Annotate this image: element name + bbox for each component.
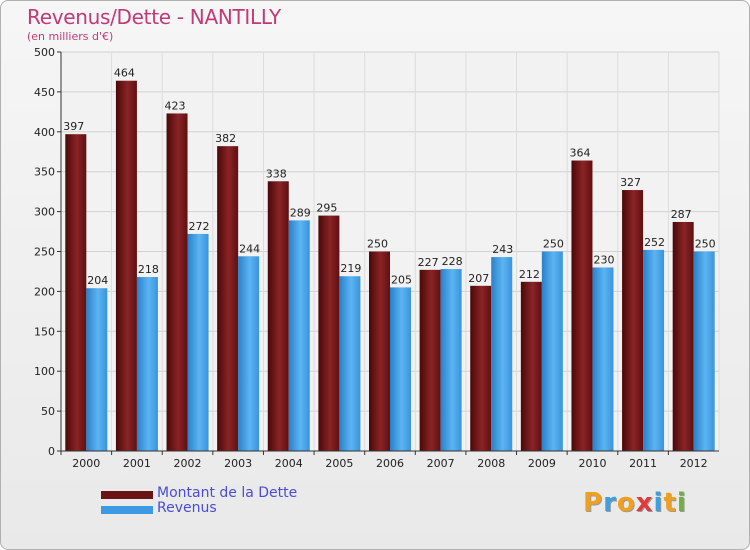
data-label: 218 [138,263,159,276]
data-label: 212 [519,268,540,281]
data-label: 382 [215,132,236,145]
data-label: 250 [695,238,716,251]
bar-revenus [390,287,411,451]
x-tick-label: 2003 [224,457,252,470]
data-label: 250 [367,238,388,251]
bar-dette [267,181,289,451]
bar-dette [520,281,542,451]
data-label: 219 [340,262,361,275]
x-tick-label: 2008 [477,457,505,470]
bar-revenus [440,269,462,451]
bar-dette [318,215,340,451]
bar-revenus [592,267,614,451]
bar-revenus [136,277,158,451]
chart-subtitle: (en milliers d'€) [27,30,114,43]
bar-dette [369,251,390,451]
data-label: 272 [189,220,210,233]
y-tick-label: 200 [34,285,55,298]
data-label: 228 [442,255,463,268]
bar-dette [571,160,593,451]
data-label: 364 [569,147,590,160]
y-tick-label: 450 [34,86,55,99]
y-tick-label: 250 [34,246,55,259]
bar-revenus [643,249,665,451]
logo-letter: i [653,488,664,518]
logo-letter: i [676,488,687,518]
bar-revenus [187,233,209,451]
data-label: 327 [620,176,641,189]
x-tick-label: 2009 [528,457,556,470]
y-tick-label: 100 [34,365,55,378]
bar-dette [622,190,644,451]
data-label: 464 [114,67,135,80]
data-label: 423 [165,99,186,112]
bar-dette [217,146,239,451]
legend-label-dette: Montant de la Dette [157,485,298,501]
y-tick-label: 300 [34,206,55,219]
data-label: 338 [266,167,287,180]
data-label: 250 [543,238,564,251]
x-tick-label: 2012 [680,457,708,470]
x-tick-label: 2011 [629,457,657,470]
data-label: 295 [316,202,337,215]
legend-swatch-dette [101,491,153,499]
legend-swatch-revenus [101,506,153,514]
y-tick-label: 50 [41,405,55,418]
chart-title: Revenus/Dette - NANTILLY [27,5,281,29]
bar-revenus [238,256,260,451]
proxiti-logo: Proxiti [583,488,687,518]
bar-dette [166,113,188,452]
logo-letter: x [635,488,654,518]
bar-revenus [339,276,361,451]
data-label: 252 [644,236,665,249]
data-label: 207 [468,272,489,285]
bar-dette [470,285,492,451]
y-tick-label: 350 [34,166,55,179]
bar-revenus [541,251,563,451]
y-tick-label: 500 [34,46,55,59]
logo-letter: t [663,488,677,518]
x-tick-label: 2007 [427,457,455,470]
logo-letter: r [603,488,617,518]
data-label: 244 [239,242,260,255]
y-tick-label: 0 [48,445,55,458]
bar-revenus [288,220,310,451]
y-tick-label: 150 [34,325,55,338]
bar-dette [65,134,87,451]
x-tick-label: 2002 [174,457,202,470]
x-tick-label: 2010 [578,457,606,470]
data-label: 243 [492,243,513,256]
data-label: 205 [391,273,412,286]
bar-revenus [86,288,108,451]
x-tick-label: 2004 [275,457,303,470]
data-label: 230 [593,253,614,266]
legend-label-revenus: Revenus [157,500,217,516]
x-tick-label: 2005 [325,457,353,470]
x-tick-label: 2001 [123,457,151,470]
data-label: 289 [290,206,311,219]
logo-letter: o [616,488,636,518]
data-label: 397 [63,120,84,133]
bar-dette [115,80,137,451]
data-label: 227 [418,256,439,269]
x-tick-label: 2006 [376,457,404,470]
y-tick-label: 400 [34,126,55,139]
bar-dette [672,221,694,451]
x-tick-label: 2000 [72,457,100,470]
bar-revenus [693,251,715,451]
logo-letter: P [583,488,604,518]
bar-dette [419,269,441,451]
bar-revenus [491,257,513,451]
data-label: 204 [87,274,108,287]
data-label: 287 [671,208,692,221]
